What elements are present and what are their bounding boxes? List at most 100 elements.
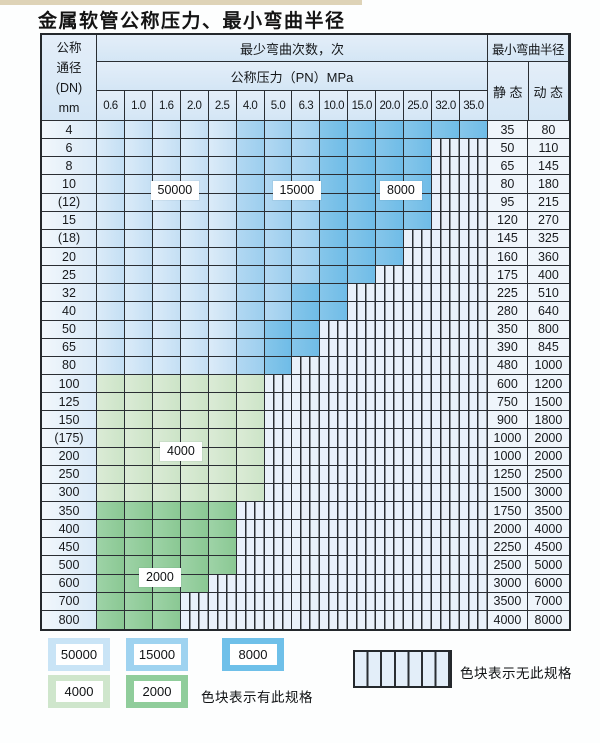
matrix-cell-no-spec [320,374,349,394]
matrix-cell-spec [320,302,349,321]
matrix-cell-no-spec [459,247,488,267]
dn-label: (18) [42,229,97,248]
matrix-cell-spec [124,193,153,212]
matrix-cell-spec [292,266,321,285]
matrix-cell-spec [152,284,181,303]
matrix-cell-spec [97,465,125,484]
matrix-cell-no-spec [432,229,460,248]
matrix-cell-spec [97,121,125,140]
matrix-cell-spec [97,374,125,394]
matrix-cell-spec [97,483,125,502]
matrix-cell-spec [180,157,209,176]
matrix-cell-spec [404,157,433,176]
matrix-cell-no-spec [348,374,377,394]
matrix-cell-no-spec [432,302,460,321]
dn-label: 150 [42,411,97,430]
matrix-cell-spec [320,266,349,285]
dn-label: 20 [42,247,97,267]
matrix-cell-no-spec [459,175,488,194]
matrix-cell-no-spec [376,574,405,593]
matrix-cell-spec [124,465,153,484]
matrix-cell-spec [292,121,321,140]
matrix-cell-spec [264,320,293,339]
matrix-cell-spec [180,501,209,521]
matrix-cell-no-spec [348,574,377,593]
static-radius-value: 2250 [487,538,528,557]
matrix-cell-no-spec [404,501,433,521]
matrix-cell-spec [236,139,265,158]
matrix-cell-no-spec [348,465,377,484]
matrix-cell-spec [236,157,265,176]
matrix-cell-spec [236,266,265,285]
matrix-cell-no-spec [292,574,321,593]
matrix-cell-no-spec [264,411,293,430]
matrix-cell-no-spec [376,411,405,430]
dn-label: 8 [42,157,97,176]
matrix-cell-spec [180,374,209,394]
matrix-cell-spec [180,338,209,357]
matrix-cell-spec [124,266,153,285]
matrix-cell-no-spec [404,556,433,575]
table-row: 4 35 80 [42,121,569,140]
matrix-cell-spec [376,121,405,140]
matrix-cell-no-spec [459,538,488,557]
matrix-cell-spec [208,284,237,303]
matrix-cell-spec [152,411,181,430]
matrix-cell-spec [97,175,125,194]
matrix-cell-no-spec [264,429,293,448]
matrix-cell-no-spec [432,483,460,502]
matrix-cell-spec [376,157,405,176]
header-dn-line3: (DN) [55,80,83,95]
static-radius-value: 2500 [487,556,528,575]
header-right: 最少弯曲次数，次 最小弯曲半径 公称压力（PN）MPa 0.6 1.0 1.6 2.0… [97,35,569,121]
matrix-cell-no-spec [404,302,433,321]
matrix-cell-no-spec [432,411,460,430]
matrix-cell-spec [320,284,349,303]
matrix-cell-spec [208,393,237,412]
matrix-cell-no-spec [292,374,321,394]
matrix-cell-spec [97,556,125,575]
matrix-cell-no-spec [404,411,433,430]
header-dn-line2: 通径 [56,60,82,75]
matrix-cell-no-spec [320,556,349,575]
matrix-cell-spec [404,121,433,140]
matrix-cell-no-spec [320,447,349,466]
dn-label: 300 [42,483,97,502]
matrix-cell-spec [264,229,293,248]
matrix-cell-no-spec [320,574,349,593]
matrix-cell-spec [180,356,209,375]
dynamic-radius-value: 110 [527,139,569,158]
table-row: 25 175 400 [42,266,569,285]
matrix-cell-no-spec [459,211,488,230]
matrix-cell-spec [208,447,237,466]
matrix-cell-spec [97,302,125,321]
matrix-cell-no-spec [348,320,377,339]
matrix-cell-spec [404,139,433,158]
pressure-col-header: 1.6 [152,91,181,121]
matrix-cell-spec [236,447,265,466]
matrix-cell-spec [97,610,125,629]
dn-label: 100 [42,374,97,394]
dynamic-radius-value: 845 [527,338,569,357]
matrix-cell-no-spec [404,538,433,557]
matrix-cell-spec [97,229,125,248]
matrix-cell-no-spec [404,374,433,394]
matrix-cell-spec [348,193,377,212]
matrix-cell-no-spec [459,465,488,484]
matrix-cell-no-spec [348,393,377,412]
matrix-cell-spec [348,247,377,267]
static-radius-value: 390 [487,338,528,357]
dynamic-radius-value: 4000 [527,520,569,539]
matrix-cell-no-spec [348,610,377,629]
matrix-cell-spec [97,393,125,412]
matrix-cell-no-spec [432,338,460,357]
matrix-cell-spec [208,501,237,521]
matrix-cell-spec [152,592,181,611]
matrix-cell-spec [124,411,153,430]
matrix-cell-spec [152,229,181,248]
region-label-2000: 2000 [139,568,181,587]
dynamic-radius-value: 800 [527,320,569,339]
matrix-cell-spec [97,411,125,430]
matrix-cell-no-spec [432,284,460,303]
matrix-cell-spec [124,211,153,230]
